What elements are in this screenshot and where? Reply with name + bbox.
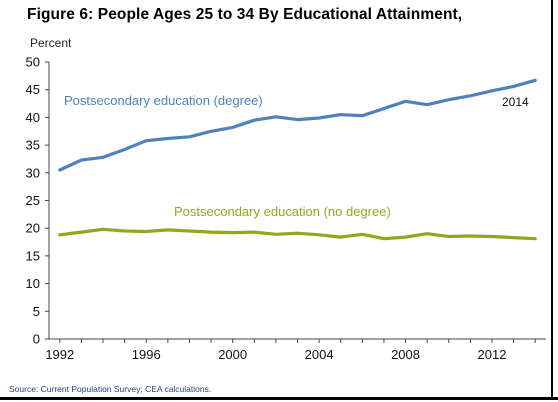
annotation-2014: 2014 xyxy=(502,95,529,109)
series-label-degree: Postsecondary education (degree) xyxy=(64,93,263,108)
chart-title: Figure 6: People Ages 25 to 34 By Educat… xyxy=(27,6,463,23)
bottom-border xyxy=(0,397,558,400)
y-tick-label: 45 xyxy=(26,82,40,97)
y-tick-label: 30 xyxy=(26,165,40,180)
y-tick-label: 35 xyxy=(26,138,40,153)
x-tick-label: 2008 xyxy=(391,347,420,362)
y-tick-label: 10 xyxy=(26,276,40,291)
y-tick-label: 0 xyxy=(33,332,40,347)
series-line-no-degree xyxy=(58,227,537,241)
y-axis-unit-label: Percent xyxy=(30,36,72,50)
series-line-degree xyxy=(58,78,537,172)
y-tick-label: 15 xyxy=(26,248,40,263)
x-tick-label: 2012 xyxy=(478,347,507,362)
x-tick-label: 1992 xyxy=(45,347,74,362)
series-label-no-degree: Postsecondary education (no degree) xyxy=(174,204,391,219)
x-tick-label: 2000 xyxy=(218,347,247,362)
x-tick-label: 2004 xyxy=(305,347,334,362)
y-tick-label: 25 xyxy=(26,193,40,208)
y-tick-label: 40 xyxy=(26,110,40,125)
right-border xyxy=(551,0,553,398)
y-tick-label: 50 xyxy=(26,55,40,70)
y-tick-label: 5 xyxy=(33,304,40,319)
x-tick-label: 1996 xyxy=(132,347,161,362)
y-tick-label: 20 xyxy=(26,221,40,236)
line-chart: 0 5 10 15 20 25 30 35 40 45 50 1992 1996 2000 2004 2008… xyxy=(26,55,546,362)
source-note: Source: Current Population Survey; CEA c… xyxy=(9,384,212,394)
